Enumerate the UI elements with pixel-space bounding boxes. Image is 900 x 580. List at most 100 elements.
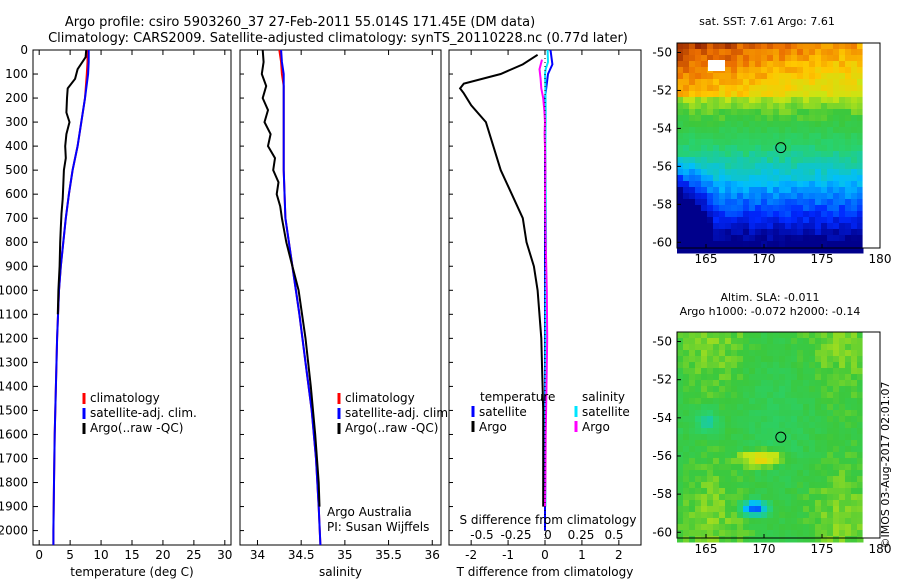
g-sst-cell — [803, 85, 810, 92]
g-sla-cell — [707, 386, 714, 393]
g-sst-cell — [683, 199, 690, 206]
g-sla-cell — [713, 446, 720, 453]
g-sla-cell — [737, 404, 744, 411]
g-sla-cell — [719, 410, 726, 417]
g-sst-cell — [731, 145, 738, 152]
g-sst-cell — [797, 187, 804, 194]
g-sla-cell — [731, 332, 738, 339]
g-sst-cell — [701, 91, 708, 98]
g-sla-cell — [803, 398, 810, 405]
g-sst-cell — [725, 247, 732, 254]
g-sst-cell — [701, 121, 708, 128]
g-sla-cell — [683, 374, 690, 381]
g-sla-cell — [689, 434, 696, 441]
g-sla-cell — [809, 344, 816, 351]
g-sst-cell — [767, 247, 774, 254]
g-sst-cell — [731, 187, 738, 194]
g-sla-cell — [677, 446, 684, 453]
g-sst-cell — [701, 211, 708, 218]
g-sla-cell — [815, 500, 822, 507]
g-sst-cell — [731, 241, 738, 248]
g-sst-cell — [689, 97, 696, 104]
g-sst-cell — [851, 235, 858, 242]
g-sst-cell — [809, 241, 816, 248]
g-sla-cell — [767, 500, 774, 507]
g-sst-cell — [785, 127, 792, 134]
g-sst-cell — [821, 103, 828, 110]
g-sla-cell — [719, 344, 726, 351]
g-sst-cell — [695, 43, 702, 50]
g-sst-cell — [845, 103, 852, 110]
g-sla-xtick-label: 175 — [811, 542, 834, 556]
g-sla-cell — [701, 494, 708, 501]
g-sla-cell — [803, 494, 810, 501]
g-sla-cell — [785, 410, 792, 417]
g-sst-cell — [701, 187, 708, 194]
g-sst-cell — [761, 85, 768, 92]
g-sla-cell — [809, 368, 816, 375]
g-sst-cell — [785, 49, 792, 56]
g-sla-cell — [737, 416, 744, 423]
g-sla-cell — [857, 452, 864, 459]
g-sla-cell — [767, 350, 774, 357]
g-sla-cell — [725, 470, 732, 477]
g-sla-cell — [827, 500, 834, 507]
g-sla-cell — [815, 416, 822, 423]
g-sla-cell — [695, 452, 702, 459]
g-temperature-ytick-label: 600 — [5, 187, 28, 201]
g-sst-cell — [677, 133, 684, 140]
g-sst-cell — [845, 199, 852, 206]
g-sla-cell — [821, 488, 828, 495]
g-sla-cell — [845, 380, 852, 387]
g-sla-cell — [719, 338, 726, 345]
g-sst-cell — [731, 133, 738, 140]
g-sst-cell — [677, 193, 684, 200]
g-salinity-xlabel: salinity — [319, 565, 362, 579]
g-sla-cell — [827, 356, 834, 363]
g-sla-cell — [839, 392, 846, 399]
g-sst-cell — [857, 205, 864, 212]
g-sst-cell — [713, 79, 720, 86]
g-sla-cell — [749, 506, 756, 513]
g-sla-cell — [725, 458, 732, 465]
g-sla-cell — [761, 476, 768, 483]
g-sla-cell — [689, 512, 696, 519]
g-sla-cell — [677, 344, 684, 351]
g-sst-cell — [851, 181, 858, 188]
g-sla-cell — [713, 458, 720, 465]
g-sla-cell — [857, 494, 864, 501]
g-sst-cell — [785, 217, 792, 224]
g-sst-cell — [707, 79, 714, 86]
g-sla-cell — [761, 464, 768, 471]
g-sst-cell — [755, 103, 762, 110]
g-sla-cell — [851, 344, 858, 351]
g-sla-cell — [701, 452, 708, 459]
g-sla-cell — [749, 470, 756, 477]
g-sla-cell — [707, 476, 714, 483]
g-sla-cell — [695, 416, 702, 423]
g-sla-cell — [809, 410, 816, 417]
g-sla-cell — [857, 482, 864, 489]
g-sst-cell — [689, 181, 696, 188]
g-temperature-xtick-label: 20 — [155, 548, 170, 562]
g-sla-cell — [713, 488, 720, 495]
g-sla-cell — [767, 380, 774, 387]
g-sst-cell — [845, 109, 852, 116]
g-sst-cell — [719, 181, 726, 188]
g-sst-cell — [815, 151, 822, 158]
g-sla-cell — [809, 440, 816, 447]
g-sst-cell — [725, 109, 732, 116]
g-sla-cell — [809, 380, 816, 387]
g-sla-cell — [857, 458, 864, 465]
g-sla-cell — [737, 368, 744, 375]
g-sla-cell — [767, 494, 774, 501]
g-sla-cell — [839, 440, 846, 447]
difference-legend-label: satellite — [479, 405, 527, 419]
g-sst-cell — [773, 127, 780, 134]
g-sla-cell — [845, 374, 852, 381]
g-sst-cell — [821, 211, 828, 218]
g-sla-cell — [779, 452, 786, 459]
g-sst-cell — [821, 175, 828, 182]
g-sst-cell — [713, 121, 720, 128]
g-sst-cell — [851, 169, 858, 176]
